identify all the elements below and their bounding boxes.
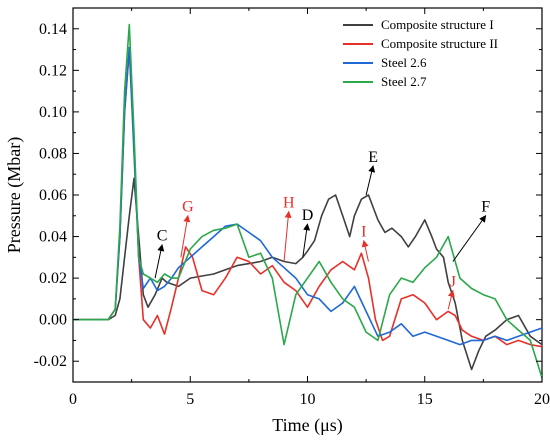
series-line-3 <box>73 46 543 346</box>
annotation-label-e: E <box>368 149 378 166</box>
annotation-arrow-f <box>452 215 487 262</box>
y-tick-label: 0.04 <box>39 229 67 246</box>
series-line-2 <box>73 48 543 348</box>
legend-label-4: Steel 2.7 <box>381 74 427 89</box>
y-axis-title: Pressure (Mbar) <box>4 137 25 253</box>
legend-label-3: Steel 2.6 <box>381 55 427 70</box>
y-tick-label: 0.10 <box>39 104 67 121</box>
series-layer <box>73 23 543 379</box>
annotation-label-j: J <box>450 273 456 290</box>
x-tick-label: 5 <box>186 391 194 408</box>
annotation-label-d: D <box>302 207 314 224</box>
y-tick-label: 0.00 <box>39 312 67 329</box>
annotations: CG HD E I J F <box>154 149 490 310</box>
annotation-arrow-g <box>180 214 191 258</box>
plot-frame <box>72 7 543 383</box>
y-tick-label: 0.06 <box>39 187 67 204</box>
annotation-arrow-i <box>361 239 369 262</box>
annotation-arrow-d <box>302 223 311 258</box>
y-tick-label: 0.12 <box>39 62 67 79</box>
legend-label-1: Composite structure I <box>381 17 494 32</box>
plot-area <box>72 7 543 383</box>
annotation-label-f: F <box>481 199 490 216</box>
x-tick-label: 10 <box>300 391 316 408</box>
annotation-arrow-j <box>447 289 455 310</box>
annotation-arrow-c <box>154 244 165 279</box>
y-tick-label: 0.02 <box>39 270 67 287</box>
series-line-1 <box>73 177 543 371</box>
annotation-arrow-h <box>283 210 292 262</box>
x-tick-label: 15 <box>417 391 433 408</box>
legend: Composite structure I Composite structure… <box>343 17 498 89</box>
annotation-label-g: G <box>182 199 194 216</box>
series-line-4 <box>73 23 543 379</box>
axes: 0 5 10 15 20 -0.02 0.00 0.02 0.04 0.06 0.08 0.10 0.1… <box>34 8 550 408</box>
y-tick-label: 0.08 <box>39 145 67 162</box>
x-tick-label: 20 <box>534 391 550 408</box>
legend-label-2: Composite structure II <box>381 36 498 51</box>
annotation-arrow-e <box>365 165 376 196</box>
annotation-label-h: H <box>283 194 295 211</box>
x-axis-title: Time (μs) <box>272 415 343 436</box>
annotation-label-c: C <box>157 228 168 245</box>
annotation-label-i: I <box>361 224 366 241</box>
y-tick-label: 0.14 <box>39 21 67 38</box>
x-tick-label: 0 <box>69 391 77 408</box>
y-tick-label: -0.02 <box>34 353 67 370</box>
